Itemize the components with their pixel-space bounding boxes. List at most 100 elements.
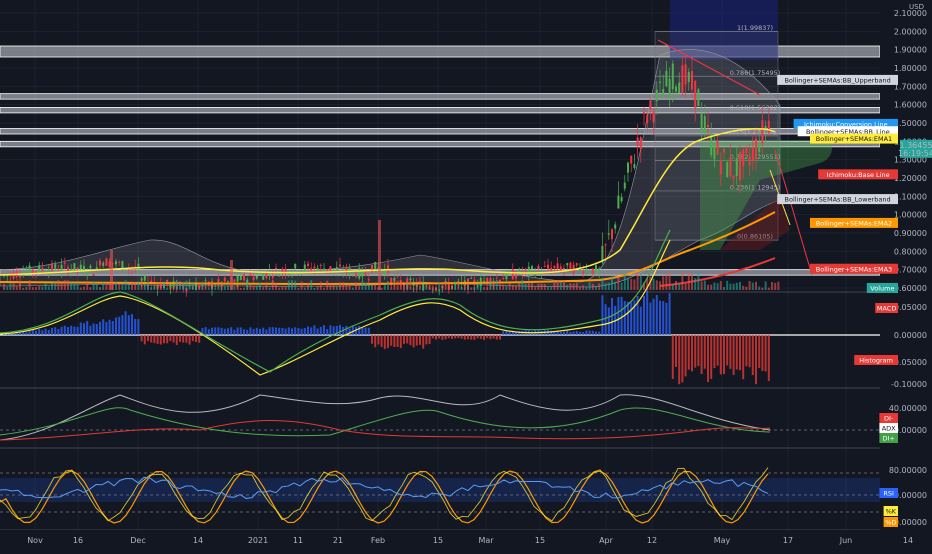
histogram-bar: [601, 295, 603, 335]
histogram-bar: [429, 335, 431, 344]
volume-bar: [198, 286, 200, 290]
histogram-bar: [32, 330, 34, 335]
histogram-bar: [589, 331, 591, 335]
volume-bar: [345, 285, 347, 290]
candle-body: [483, 281, 485, 282]
volume-bar: [448, 285, 450, 290]
volume-bar: [323, 288, 325, 290]
volume-bar: [400, 281, 402, 290]
histogram-bar: [438, 335, 440, 338]
candle-body: [745, 148, 747, 153]
volume-bar: [227, 285, 229, 290]
histogram-bar: [630, 302, 632, 335]
volume-bar: [217, 286, 219, 290]
candle-body: [64, 263, 66, 264]
volume-bar: [86, 281, 88, 290]
panel-tag-di_plus: DI+: [883, 435, 895, 443]
volume-bar: [150, 287, 152, 290]
histogram-bar: [131, 314, 133, 335]
histogram-bar: [291, 328, 293, 335]
volume-bar: [403, 285, 405, 290]
histogram-bar: [169, 335, 171, 341]
volume-bar: [470, 287, 472, 290]
histogram-bar: [265, 330, 267, 335]
histogram-bar: [649, 303, 651, 335]
candle-body: [621, 197, 623, 201]
candle-body: [259, 273, 261, 274]
candle-body: [310, 268, 312, 270]
histogram-bar: [496, 335, 498, 340]
volume-bar: [688, 273, 690, 290]
histogram-bar: [685, 335, 687, 376]
histogram-bar: [214, 327, 216, 335]
histogram-bar: [233, 330, 235, 335]
candle-body: [576, 263, 578, 265]
volume-bar: [457, 282, 459, 290]
histogram-bar: [237, 327, 239, 335]
volume-bar: [621, 282, 623, 290]
candle-body: [598, 268, 600, 271]
volume-bar: [733, 284, 735, 290]
volume-bar: [358, 286, 360, 290]
candle-body: [365, 273, 367, 276]
volume-bar: [393, 280, 395, 290]
candle-body: [336, 267, 338, 270]
volume-bar: [774, 283, 776, 290]
candle-body: [144, 276, 146, 281]
volume-bar: [275, 283, 277, 290]
volume-bar: [675, 281, 677, 290]
volume-bar: [454, 281, 456, 290]
candle-body: [329, 266, 331, 270]
volume-bar: [211, 281, 213, 290]
candle-body: [102, 263, 104, 266]
histogram-bar: [729, 335, 731, 369]
volume-bar: [499, 284, 501, 290]
histogram-bar: [83, 323, 85, 335]
candle-body: [633, 164, 635, 168]
histogram-bar: [278, 328, 280, 335]
volume-bar: [605, 283, 607, 290]
histogram-bar: [678, 335, 680, 384]
candle-body: [739, 152, 741, 180]
histogram-bar: [400, 335, 402, 348]
volume-bar: [659, 281, 661, 290]
histogram-bar: [109, 320, 111, 335]
volume-bar: [713, 282, 715, 290]
candle-body: [313, 267, 315, 269]
candle-body: [243, 274, 245, 280]
volume-bar: [48, 286, 50, 290]
histogram-bar: [461, 335, 463, 339]
histogram-bar: [749, 335, 751, 367]
tag-text-0: Bollinger+SEMAs:BB_Upperband: [784, 76, 890, 84]
volume-bar: [163, 282, 165, 290]
candle-body: [617, 196, 619, 209]
candle-body: [605, 244, 607, 245]
volume-bar: [176, 280, 178, 290]
histogram-bar: [163, 335, 165, 343]
candle-body: [304, 265, 306, 271]
histogram-bar: [211, 328, 213, 335]
candle-body: [592, 269, 594, 274]
histogram-bar: [582, 332, 584, 335]
candle-body: [237, 275, 239, 281]
volume-bar: [589, 282, 591, 290]
histogram-bar: [413, 335, 415, 347]
histogram-bar: [576, 331, 578, 335]
histogram-bar: [307, 326, 309, 335]
histogram-bar: [451, 335, 453, 339]
histogram-bar: [387, 335, 389, 348]
histogram-bar: [230, 327, 232, 335]
volume-bar: [54, 282, 56, 290]
volume-spike-2: [230, 260, 233, 290]
candle-body: [272, 276, 274, 278]
volume-bar: [630, 279, 632, 290]
candle-body: [681, 65, 683, 93]
volume-bar: [89, 287, 91, 290]
volume-bar: [102, 282, 104, 290]
volume-bar: [505, 286, 507, 290]
volume-bar: [16, 286, 18, 290]
candle-body: [653, 112, 655, 123]
volume-bar: [192, 282, 194, 290]
